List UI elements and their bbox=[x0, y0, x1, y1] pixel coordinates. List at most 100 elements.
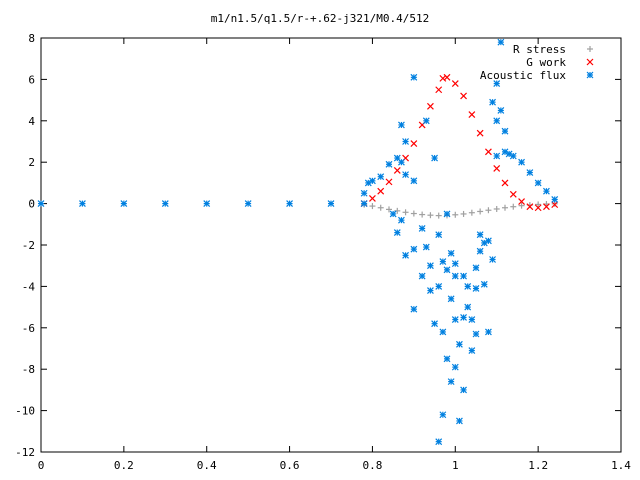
data-point bbox=[468, 209, 475, 216]
data-point bbox=[472, 285, 480, 292]
data-point bbox=[410, 210, 417, 217]
data-point bbox=[402, 251, 409, 259]
data-point bbox=[485, 237, 492, 245]
data-point bbox=[551, 196, 559, 203]
data-point bbox=[402, 171, 409, 179]
data-point bbox=[518, 202, 525, 209]
data-point bbox=[518, 198, 525, 205]
legend-marker bbox=[586, 58, 594, 66]
data-point bbox=[451, 272, 459, 280]
data-point bbox=[386, 206, 392, 213]
legend-label: G work bbox=[526, 56, 566, 69]
data-point bbox=[451, 260, 459, 268]
data-point bbox=[439, 74, 447, 82]
plot-frame bbox=[40, 37, 622, 453]
data-point bbox=[369, 203, 376, 210]
data-point bbox=[468, 347, 476, 354]
data-point bbox=[419, 211, 426, 218]
y-tick-label: 2 bbox=[28, 156, 35, 169]
data-point bbox=[493, 164, 501, 172]
data-point bbox=[460, 386, 467, 394]
data-point bbox=[485, 328, 492, 336]
data-point bbox=[447, 295, 455, 303]
data-point bbox=[418, 272, 426, 280]
data-point bbox=[402, 138, 409, 145]
data-point bbox=[472, 264, 480, 272]
data-point bbox=[410, 140, 418, 147]
data-point bbox=[534, 179, 542, 187]
x-tick-label: 1.4 bbox=[611, 459, 631, 472]
data-point bbox=[327, 200, 335, 208]
data-point bbox=[464, 303, 472, 311]
data-point bbox=[402, 209, 409, 216]
data-point bbox=[410, 245, 418, 253]
data-point bbox=[493, 152, 501, 160]
data-point bbox=[456, 417, 463, 425]
data-point bbox=[493, 205, 500, 212]
y-tick-label: 0 bbox=[28, 198, 35, 211]
legend-label: Acoustic flux bbox=[480, 69, 566, 82]
data-point bbox=[439, 258, 447, 265]
data-point bbox=[476, 231, 484, 239]
x-tick-label: 0.2 bbox=[114, 459, 134, 472]
data-point bbox=[493, 80, 501, 87]
y-tick-label: 8 bbox=[28, 32, 35, 45]
y-tick-label: 4 bbox=[28, 115, 35, 128]
data-point bbox=[534, 204, 542, 212]
data-point bbox=[464, 282, 472, 290]
y-tick-label: -8 bbox=[22, 363, 35, 376]
x-tick-label: 0 bbox=[38, 459, 45, 472]
x-tick-label: 0.4 bbox=[197, 459, 217, 472]
data-point bbox=[476, 247, 484, 255]
data-point bbox=[518, 158, 525, 166]
data-point bbox=[385, 160, 393, 168]
data-point bbox=[509, 190, 517, 198]
data-point bbox=[435, 212, 442, 219]
data-point bbox=[443, 266, 451, 274]
data-point bbox=[451, 316, 459, 323]
y-tick-label: -10 bbox=[15, 405, 35, 418]
data-point bbox=[439, 328, 447, 336]
data-point bbox=[443, 355, 451, 363]
x-tick-label: 0.8 bbox=[362, 459, 382, 472]
data-point bbox=[431, 154, 438, 162]
data-point bbox=[460, 314, 467, 321]
data-point bbox=[497, 107, 505, 114]
series-r-stress bbox=[361, 200, 558, 219]
data-point bbox=[369, 177, 376, 185]
data-point bbox=[398, 121, 405, 129]
x-tick-label: 1.2 bbox=[528, 459, 548, 472]
data-point bbox=[443, 73, 451, 81]
data-point bbox=[427, 102, 434, 110]
data-point bbox=[120, 200, 128, 208]
data-point bbox=[377, 204, 384, 211]
data-point bbox=[485, 207, 492, 214]
data-point bbox=[410, 73, 418, 81]
data-point bbox=[410, 305, 418, 313]
data-point bbox=[489, 98, 496, 106]
data-point bbox=[427, 212, 434, 219]
data-point bbox=[460, 92, 467, 100]
data-point bbox=[472, 330, 480, 338]
axis-ticks: 0 0.2 0.4 0.6 0.8 1 1.2 1.4 8 6 4 2 0 -2 -4 -6 -8 -10 -12 bbox=[15, 32, 631, 472]
data-point bbox=[389, 210, 397, 218]
y-tick-label: -2 bbox=[22, 239, 35, 252]
data-point bbox=[497, 38, 505, 46]
data-point bbox=[468, 111, 476, 119]
data-point bbox=[435, 438, 443, 446]
data-point bbox=[431, 320, 438, 328]
data-point bbox=[393, 167, 401, 174]
data-point bbox=[509, 152, 517, 160]
legend-label: R stress bbox=[513, 43, 566, 56]
data-point bbox=[543, 187, 550, 195]
data-point bbox=[447, 249, 455, 257]
data-point bbox=[398, 216, 405, 224]
data-point bbox=[244, 200, 252, 208]
data-point bbox=[418, 225, 426, 232]
data-point bbox=[480, 280, 488, 288]
data-point bbox=[447, 378, 455, 386]
data-point bbox=[427, 287, 434, 294]
data-point bbox=[460, 272, 467, 280]
legend-marker bbox=[587, 46, 593, 52]
